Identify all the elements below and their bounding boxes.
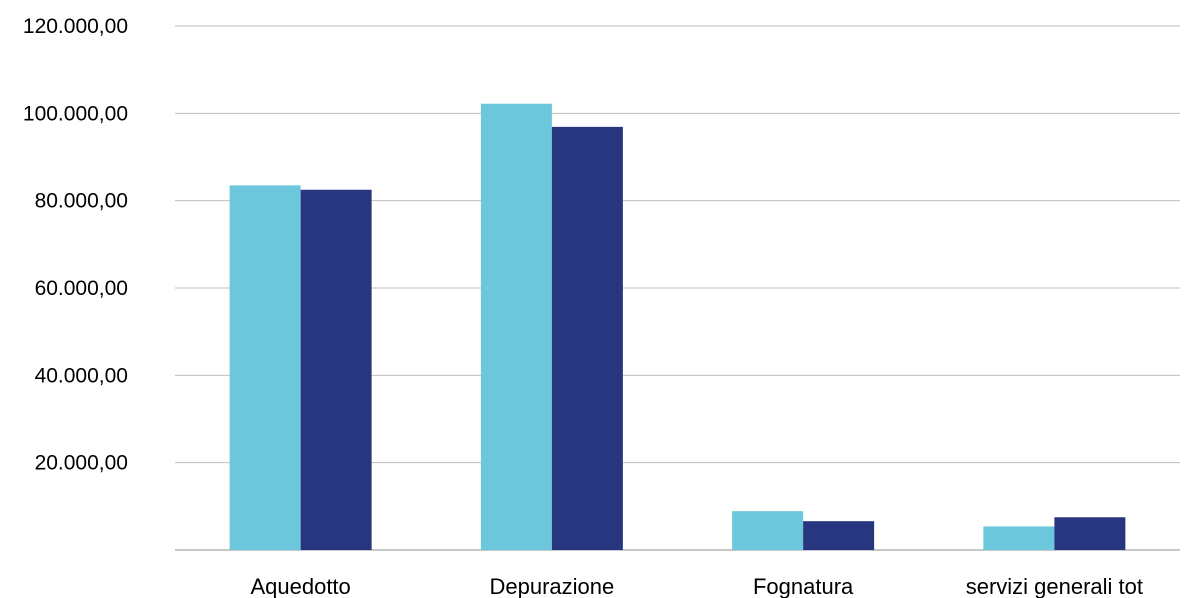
- x-axis-category-labels: Aquedotto Depurazione Fognatura servizi gen…: [250, 574, 1143, 598]
- category-label: Fognatura: [753, 574, 854, 598]
- bar-series2-servizi-generali-tot: [1054, 517, 1126, 550]
- y-tick-label: 40.000,00: [35, 364, 128, 387]
- bar-series1-aquedotto: [229, 185, 301, 550]
- bar-series1-depurazione: [480, 103, 552, 550]
- y-tick-label: 100.000,00: [23, 102, 128, 125]
- y-tick-label: 120.000,00: [23, 15, 128, 38]
- y-tick-label: 60.000,00: [35, 277, 128, 300]
- bar-series1-fognatura: [732, 511, 804, 550]
- category-label: Aquedotto: [250, 574, 350, 598]
- bar-series1-servizi-generali-tot: [983, 526, 1055, 550]
- y-axis-tick-labels: 20.000,00 40.000,00 60.000,00 80.000,00 100.…: [23, 15, 128, 475]
- y-tick-label: 20.000,00: [35, 452, 128, 475]
- bar-series2-depurazione: [551, 126, 623, 551]
- bar-series2-aquedotto: [300, 189, 372, 550]
- y-tick-label: 80.000,00: [35, 190, 128, 213]
- category-label: servizi generali tot: [966, 574, 1143, 598]
- bars: [229, 103, 1126, 551]
- bar-series2-fognatura: [803, 521, 875, 550]
- category-label: Depurazione: [490, 574, 615, 598]
